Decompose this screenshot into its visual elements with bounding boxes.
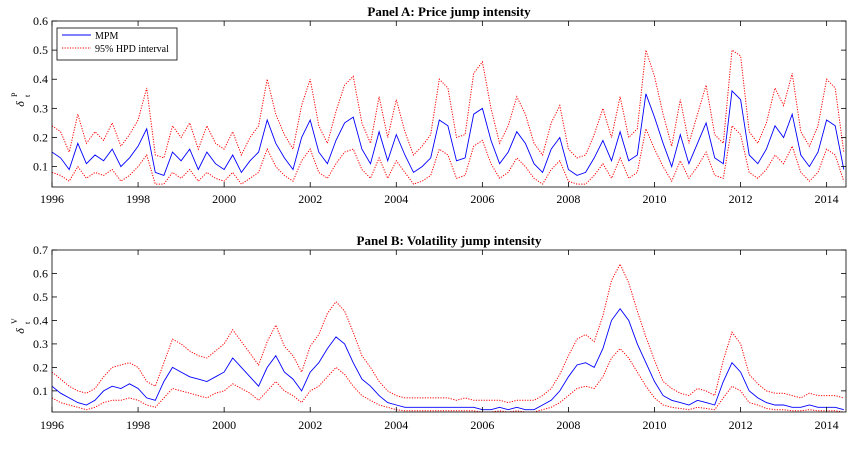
axes-box [51, 249, 847, 413]
y-tick-label: 0.7 [33, 243, 48, 257]
x-tick-label: 2002 [298, 192, 322, 206]
x-tick-label: 1996 [40, 192, 64, 206]
legend-box [56, 27, 178, 61]
panel-a: Panel A: Price jump intensity 1996 1998 200… [10, 4, 847, 206]
y-axis-label-subscript: t [23, 321, 32, 324]
x-tick-label: 2000 [212, 418, 236, 432]
legend: MPM 95% HPD interval [56, 27, 178, 61]
y-tick-label: 0.5 [33, 43, 48, 57]
y-axis-label-symbol: δ [13, 101, 27, 107]
x-tick-label: 2014 [815, 192, 839, 206]
y-tick-label: 0.2 [33, 360, 48, 374]
x-tick-label: 2006 [470, 192, 494, 206]
y-axis-label-subscript: t [23, 94, 32, 97]
panel-title: Panel A: Price jump intensity [367, 4, 531, 19]
x-tick-label: 1998 [126, 418, 150, 432]
legend-entry-hpd-label: 95% HPD interval [95, 44, 169, 55]
y-axis-label-symbol: δ [13, 328, 27, 334]
plot-area [52, 49, 845, 185]
y-axis-label: δV t [10, 318, 32, 334]
series-hpd-lower-line [52, 124, 845, 185]
y-tick-label: 0.3 [33, 101, 48, 115]
plot-area [52, 262, 844, 412]
x-tick-label: 2004 [384, 192, 408, 206]
axes-box [51, 20, 847, 188]
y-tick-label: 0.6 [33, 266, 48, 280]
panel-b: Panel B: Volatility jump intensity 1996 19… [10, 233, 847, 432]
y-tick-label: 0.6 [33, 14, 48, 28]
series-mpm-line [52, 89, 845, 176]
series-hpd-upper-line [52, 49, 845, 159]
y-axis-label: δP t [10, 92, 32, 107]
y-tick-label: 0.3 [33, 337, 48, 351]
x-tick-label: 2012 [729, 418, 753, 432]
panel-title: Panel B: Volatility jump intensity [357, 233, 542, 248]
legend-entry-mpm-label: MPM [95, 31, 118, 42]
series-hpd-lower-line [52, 347, 844, 412]
x-tick-label: 2008 [556, 418, 580, 432]
x-tick-label: 1996 [40, 418, 64, 432]
y-axis-label-superscript: P [10, 92, 19, 97]
x-tick-label: 2014 [815, 418, 839, 432]
y-tick-label: 0.1 [33, 384, 48, 398]
y-tick-label: 0.2 [33, 130, 48, 144]
x-tick-label: 2002 [298, 418, 322, 432]
x-tick-label: 2006 [470, 418, 494, 432]
y-tick-label: 0.1 [33, 160, 48, 174]
y-axis-label-superscript: V [10, 318, 19, 324]
y-tick-label: 0.5 [33, 290, 48, 304]
x-tick-label: 2012 [729, 192, 753, 206]
x-tick-label: 2000 [212, 192, 236, 206]
y-tick-label: 0.4 [33, 313, 48, 327]
series-hpd-upper-line [52, 262, 844, 404]
y-tick-label: 0.4 [33, 72, 48, 86]
series-mpm-line [52, 307, 844, 411]
x-tick-label: 2010 [642, 418, 666, 432]
x-tick-label: 1998 [126, 192, 150, 206]
x-tick-label: 2004 [384, 418, 408, 432]
x-tick-label: 2008 [556, 192, 580, 206]
x-tick-label: 2010 [642, 192, 666, 206]
